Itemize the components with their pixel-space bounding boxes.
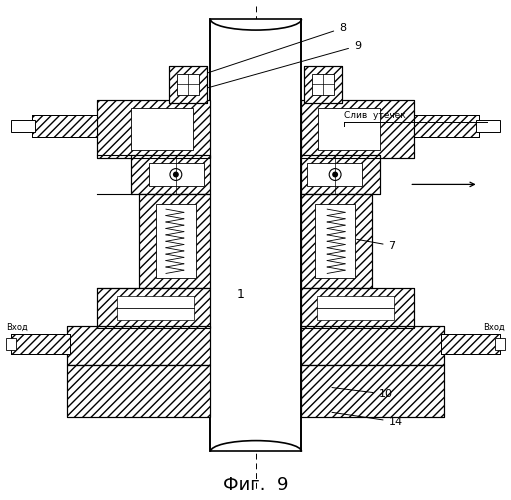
Bar xyxy=(169,66,206,104)
Text: Слив  утечек: Слив утечек xyxy=(344,111,406,120)
Bar xyxy=(169,66,206,104)
Bar xyxy=(11,334,70,353)
Circle shape xyxy=(173,172,179,177)
Bar xyxy=(300,288,414,328)
Text: 8: 8 xyxy=(208,23,346,72)
Bar xyxy=(67,366,211,417)
Bar xyxy=(97,100,211,158)
Bar xyxy=(441,334,500,353)
Bar xyxy=(67,326,211,366)
Bar xyxy=(300,366,444,417)
Bar xyxy=(67,326,211,366)
Bar xyxy=(300,326,444,366)
Bar xyxy=(318,108,380,150)
Bar xyxy=(131,154,211,194)
Bar xyxy=(300,100,414,158)
Bar xyxy=(300,154,380,194)
Bar xyxy=(117,296,194,320)
Bar xyxy=(414,115,479,137)
Bar xyxy=(300,366,444,417)
Bar xyxy=(300,326,444,366)
Text: 14: 14 xyxy=(332,412,403,427)
Bar xyxy=(97,288,211,328)
Text: 10: 10 xyxy=(332,388,392,399)
Bar xyxy=(495,338,505,349)
Bar xyxy=(317,296,394,320)
Bar xyxy=(441,334,500,353)
Bar xyxy=(300,154,380,194)
Bar xyxy=(6,338,16,349)
Bar xyxy=(414,115,479,137)
Bar xyxy=(300,154,380,194)
Bar xyxy=(67,326,211,366)
Bar xyxy=(67,366,211,417)
Bar xyxy=(149,162,203,186)
Bar xyxy=(300,288,414,328)
Bar xyxy=(300,194,371,288)
Bar xyxy=(300,194,371,288)
Bar xyxy=(131,108,193,150)
Bar xyxy=(305,66,342,104)
Bar xyxy=(308,162,362,186)
Text: Вход: Вход xyxy=(483,323,505,332)
Bar xyxy=(67,366,211,417)
Bar xyxy=(476,120,500,132)
Bar xyxy=(97,100,211,158)
Bar xyxy=(97,288,211,328)
Bar xyxy=(315,204,355,279)
Bar xyxy=(300,194,371,288)
Bar xyxy=(11,120,35,132)
Bar xyxy=(169,66,206,104)
Bar xyxy=(131,154,211,194)
Bar xyxy=(305,66,342,104)
Text: Фиг.  9: Фиг. 9 xyxy=(223,476,289,494)
Bar xyxy=(300,100,414,158)
Bar xyxy=(441,334,500,353)
Text: 1: 1 xyxy=(236,288,244,301)
Bar xyxy=(312,74,334,96)
Bar xyxy=(140,194,211,288)
Bar xyxy=(300,366,444,417)
Bar xyxy=(300,326,444,366)
Text: 9: 9 xyxy=(208,41,361,88)
Bar xyxy=(97,100,211,158)
Bar xyxy=(177,74,199,96)
Bar xyxy=(32,115,97,137)
Bar xyxy=(11,334,70,353)
Circle shape xyxy=(332,172,338,177)
Bar xyxy=(140,194,211,288)
Bar xyxy=(305,66,342,104)
Bar xyxy=(211,19,301,452)
Text: 7: 7 xyxy=(357,240,396,250)
Text: Вход: Вход xyxy=(6,323,28,332)
Bar xyxy=(414,115,479,137)
Bar xyxy=(300,288,414,328)
Bar xyxy=(156,204,196,279)
Bar xyxy=(32,115,97,137)
Bar xyxy=(300,100,414,158)
Bar xyxy=(131,154,211,194)
Bar xyxy=(11,334,70,353)
Bar xyxy=(32,115,97,137)
Bar xyxy=(97,288,211,328)
Bar xyxy=(140,194,211,288)
